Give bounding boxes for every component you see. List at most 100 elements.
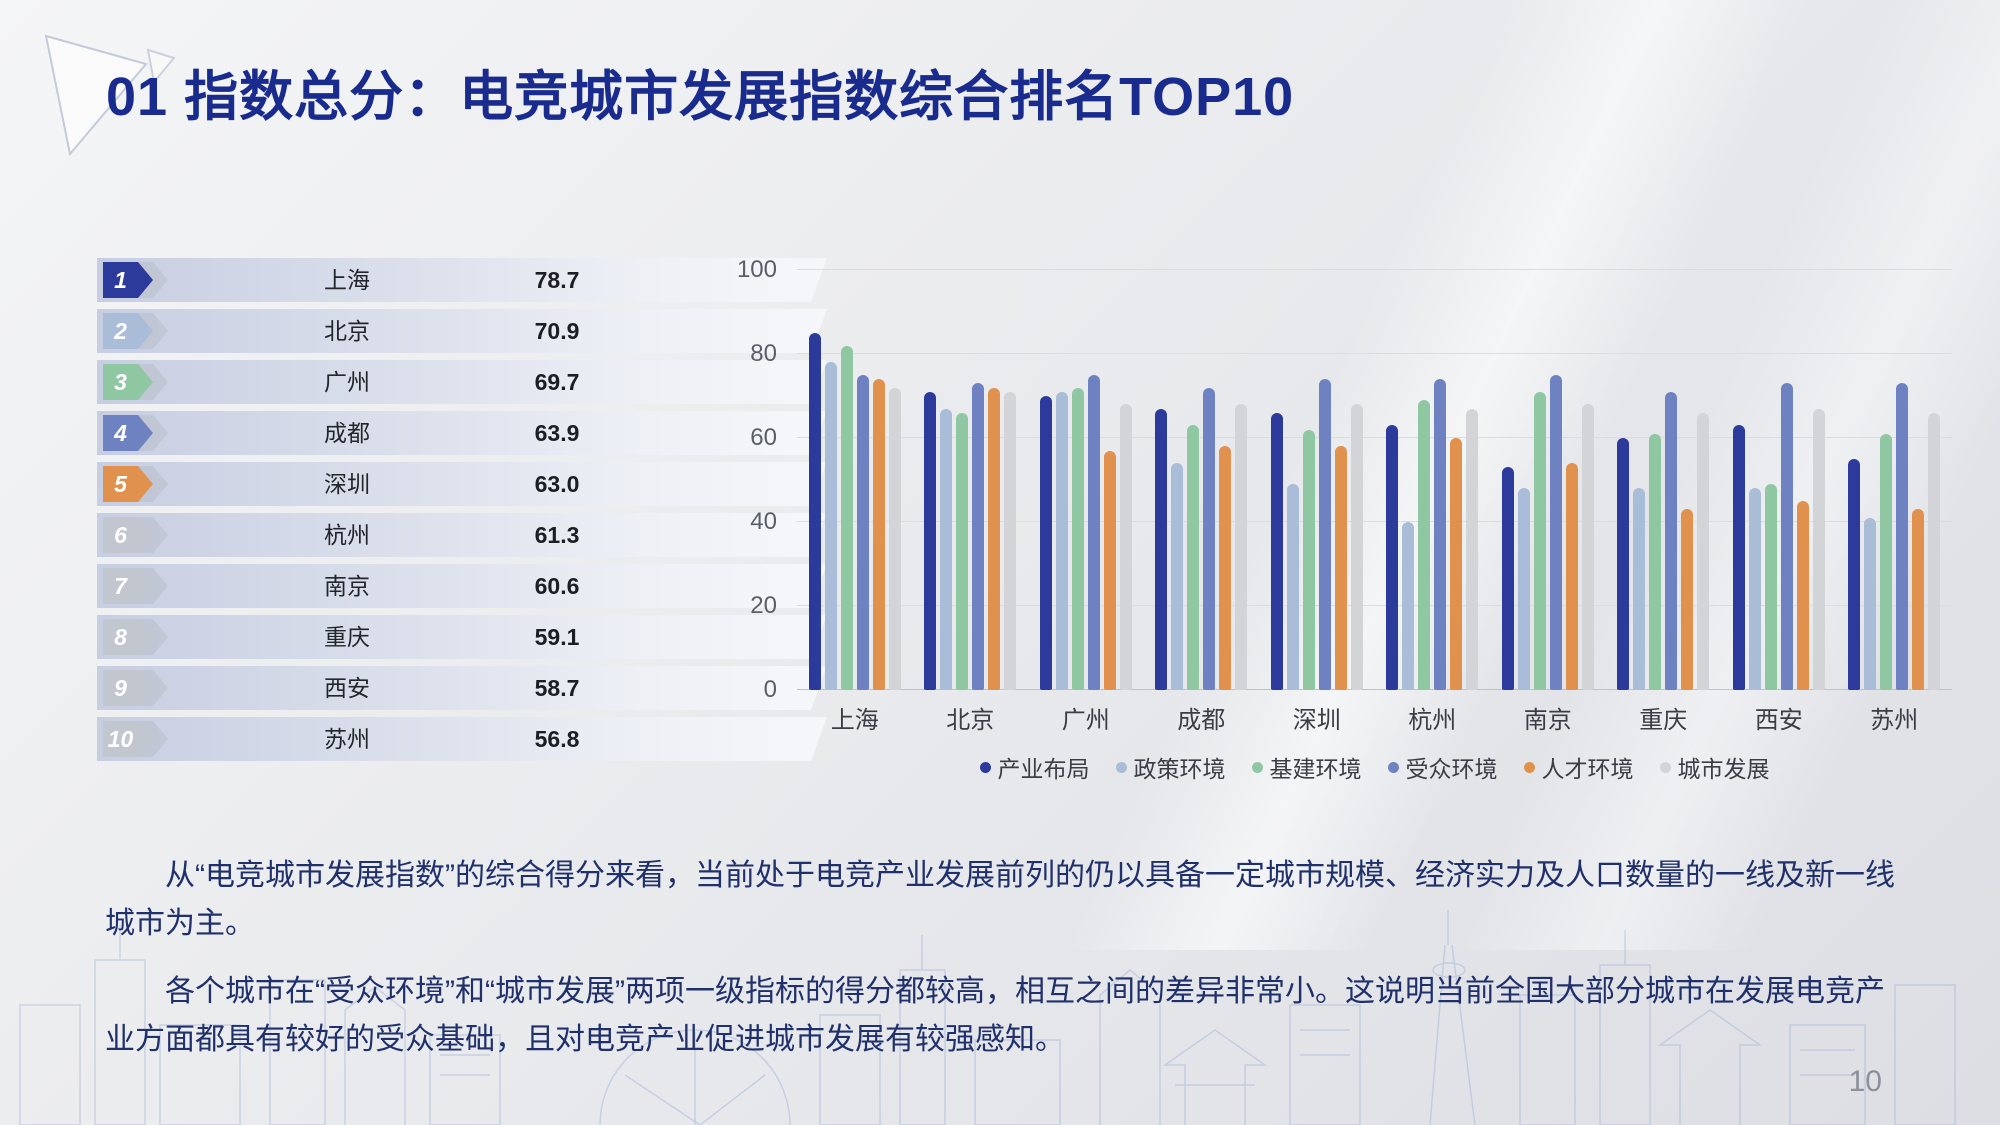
bar [1928,412,1941,690]
bar [1171,463,1184,690]
bar [1681,509,1694,690]
bar [1119,404,1132,690]
bar [1796,501,1809,690]
rank-score: 58.7 [534,675,580,701]
bar [808,333,821,690]
legend-label: 基建环境 [1269,756,1362,782]
bar [1812,408,1825,690]
gridline [797,521,1952,522]
x-axis: 上海 北京 广州 成都 深圳 杭州 南京 重庆 西安 苏州 [797,700,1952,735]
bar-chart: 0 20 40 60 80 100 上海 北京 广州 成都 深圳 杭州 南京 重庆 西安 苏州 产业布局 政策… [735,248,1975,793]
bar [1517,488,1530,690]
rank-badge-arrow: 10 [103,721,153,757]
bar [1103,450,1116,690]
rank-badge: 3 [103,364,173,400]
bar [1055,391,1068,690]
bar [940,408,953,690]
gridline [797,605,1952,606]
legend-item: 产业布局 [979,750,1090,784]
bar [1270,412,1283,690]
bar [1187,425,1200,690]
bar-group [1028,270,1144,690]
legend-item: 基建环境 [1251,750,1362,784]
bar [1155,408,1168,690]
x-axis-label: 杭州 [1408,707,1457,734]
analysis-text: 从“电竞城市发展指数”的综合得分来看，当前处于电竞产业发展前列的仍以具备一定城市… [105,852,1905,1084]
analysis-paragraph-2: 各个城市在“受众环境”和“城市发展”两项一级指标的得分都较高，相互之间的差异非常… [105,975,1885,1056]
rank-badge: 10 [103,721,173,757]
bar [1732,425,1745,690]
rank-city-name: 成都 [324,420,370,446]
bar [1780,383,1793,690]
bar [1434,379,1447,690]
bar [888,387,901,690]
rank-city-name: 西安 [324,675,370,701]
legend-item: 人才环境 [1523,750,1634,784]
bar [1386,425,1399,690]
ranking-row: 8 重庆 59.1 [97,615,827,659]
rank-score: 60.6 [534,573,580,599]
bar [1286,484,1299,690]
rank-number: 9 [114,674,127,701]
gridline [797,269,1952,270]
x-axis-label: 南京 [1523,707,1572,734]
rank-city-name: 南京 [324,573,370,599]
legend-marker [1523,761,1535,773]
bar [1302,429,1315,690]
rank-city-name: 广州 [324,369,370,395]
slide-title: 01 指数总分：电竞城市发展指数综合排名TOP10 [106,67,1295,127]
y-axis-tick: 60 [750,424,777,451]
bar [1880,433,1893,690]
bar-group [1606,270,1722,690]
rank-number: 2 [114,317,127,344]
bar [1581,404,1594,690]
legend-marker [1115,761,1127,773]
x-axis-label: 上海 [830,707,879,734]
y-axis-tick: 0 [763,676,777,703]
bar [1501,467,1514,690]
gridline [797,437,1952,438]
legend-marker [1659,761,1671,773]
bar [1649,433,1662,690]
chart-legend: 产业布局 政策环境 基建环境 受众环境 人才环境 城市发展 [797,750,1952,784]
rank-number: 5 [114,470,127,497]
y-axis-tick: 20 [750,592,777,619]
bar [872,379,885,690]
legend-label: 受众环境 [1405,756,1498,782]
bar [1665,391,1678,690]
bar [1235,404,1248,690]
bar [824,362,837,690]
bar [1697,412,1710,690]
legend-item: 受众环境 [1387,750,1498,784]
rank-badge: 7 [103,568,173,604]
bar [924,391,937,690]
x-axis-label: 北京 [946,707,995,734]
ranking-row: 10 苏州 56.8 [97,717,827,761]
bar [1004,391,1017,690]
x-axis-label: 成都 [1177,707,1226,734]
rank-number: 8 [114,623,127,650]
bar [1864,517,1877,690]
bar [1896,383,1909,690]
bar-group [1259,270,1375,690]
rank-badge: 4 [103,415,173,451]
rank-city-name: 杭州 [324,522,370,548]
ranking-row: 7 南京 60.6 [97,564,827,608]
bar [1087,375,1100,690]
rank-number: 1 [114,266,127,293]
rank-number: 4 [114,419,127,446]
bar [1748,488,1761,690]
ranking-row: 1 上海 78.7 [97,258,827,302]
bar [1402,522,1415,690]
x-axis-label: 深圳 [1292,707,1341,734]
bar [1203,387,1216,690]
x-axis-label: 苏州 [1870,707,1919,734]
rank-score: 70.9 [534,318,580,344]
bar [1318,379,1331,690]
rank-city-name: 北京 [324,318,370,344]
bar [1912,509,1925,690]
bar-group [913,270,1029,690]
gridline [797,353,1952,354]
rank-number: 3 [114,368,127,395]
